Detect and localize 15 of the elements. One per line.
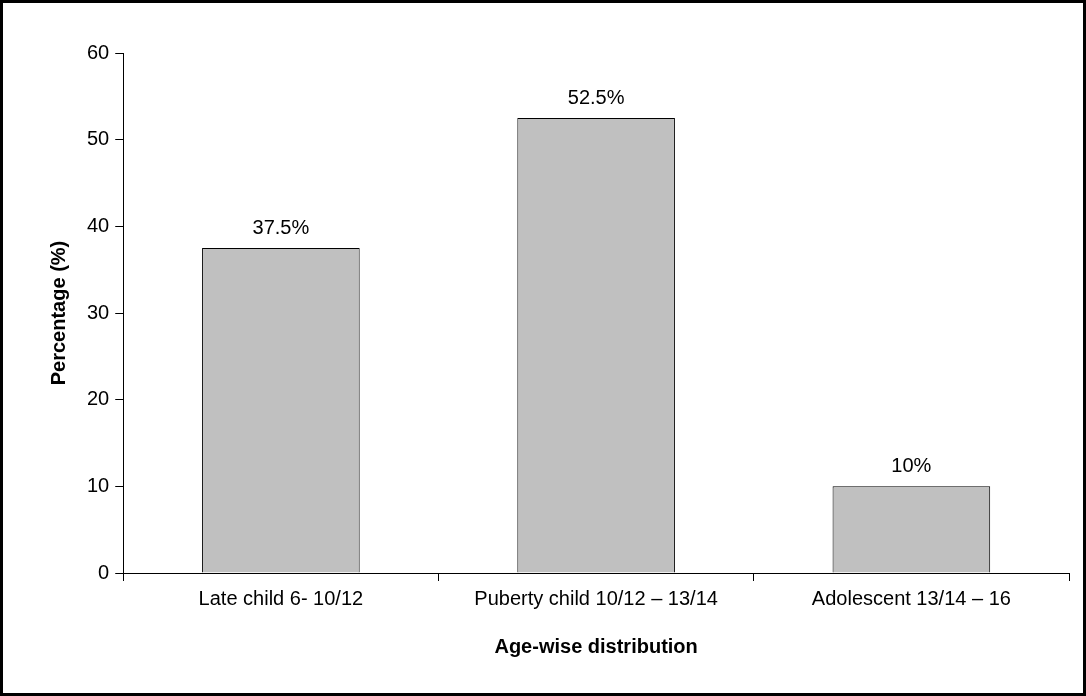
y-tick-label: 50 — [87, 127, 110, 150]
y-tick-label: 40 — [87, 213, 110, 236]
x-tick-label: Late child 6- 10/12 — [198, 586, 364, 609]
data-label: 37.5% — [252, 215, 310, 238]
x-tick-label: Puberty child 10/12 – 13/14 — [474, 586, 718, 609]
y-tick-label: 30 — [87, 300, 110, 323]
data-label: 10% — [891, 453, 932, 476]
x-axis-title: Age-wise distribution — [494, 634, 698, 657]
x-tick-label: Adolescent 13/14 – 16 — [811, 586, 1011, 609]
y-tick-label: 60 — [87, 40, 110, 63]
y-tick-label: 10 — [87, 473, 110, 496]
y-tick-label: 20 — [87, 387, 110, 410]
y-axis-title: Percentage (%) — [46, 240, 69, 386]
data-label: 52.5% — [567, 85, 625, 108]
y-tick-label: 0 — [98, 560, 110, 583]
